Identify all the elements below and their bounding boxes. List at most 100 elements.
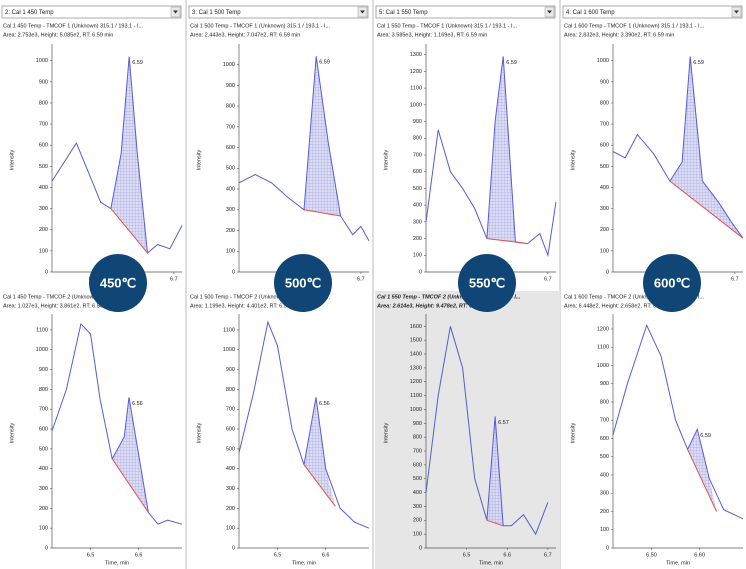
x-tick-label: 6.5 [274, 552, 282, 558]
peak-area [486, 56, 528, 244]
y-axis-label: Intensity [570, 150, 576, 171]
y-tick-label: 600 [413, 169, 422, 175]
x-axis-label: Time, min [666, 560, 690, 566]
y-tick-label: 200 [226, 506, 235, 512]
dropdown[interactable] [188, 5, 369, 19]
y-tick-label: 700 [600, 122, 609, 128]
intensity-line [612, 56, 744, 239]
y-tick-label: 900 [39, 79, 48, 85]
panel-title: Cal 1 450 Temp - TMCOF 1 (Unknown) 315.1… [3, 23, 144, 29]
intensity-line [238, 320, 370, 529]
y-tick-label: 1000 [410, 407, 422, 413]
y-tick-label: 800 [600, 100, 609, 106]
y-tick-label: 300 [413, 504, 422, 510]
y-tick-label: 1300 [410, 52, 422, 58]
panel-title: Cal 1 600 Temp - TMCOF 1 (Unknown) 315.1… [564, 23, 705, 29]
peak-area [687, 429, 717, 512]
dropdown-arrow [360, 10, 365, 14]
y-tick-label: 200 [226, 228, 235, 234]
temperature-label: 600℃ [654, 275, 690, 290]
baseline [303, 464, 336, 507]
y-tick-label: 1600 [410, 324, 422, 330]
y-tick-label: 600 [39, 143, 48, 149]
dropdown-label: 3: Cal 1 500 Temp [192, 10, 241, 16]
y-tick-label: 100 [413, 253, 422, 259]
peak-area [304, 397, 336, 507]
y-tick-label: 800 [226, 104, 235, 110]
y-tick-label: 400 [39, 466, 48, 472]
y-tick-label: 100 [226, 526, 235, 532]
panel-subtitle: Area: 1.027e3, Height: 3.861e2, RT: 6.56… [3, 303, 113, 309]
panel-title: Cal 1 550 Temp - TMCOF 2 (Unknown) 315.1… [377, 294, 521, 300]
y-tick-label: 300 [226, 207, 235, 213]
y-tick-label: 1100 [223, 327, 235, 333]
baseline [669, 180, 744, 239]
dropdown[interactable] [562, 5, 743, 19]
panel-title: Cal 1 550 Temp - TMCOF 1 (Unknown) 315.1… [377, 23, 518, 29]
dropdown-arrow [734, 10, 739, 14]
y-tick-label: 100 [413, 532, 422, 538]
x-tick-label: 6.7 [544, 552, 552, 558]
y-tick-label: 100 [600, 248, 609, 254]
y-tick-label: 1200 [597, 326, 609, 332]
y-tick-label: 1400 [410, 351, 422, 357]
y-tick-label: 0 [45, 545, 48, 551]
y-tick-label: 700 [39, 407, 48, 413]
x-tick-label: 6.50 [646, 552, 657, 558]
peak-label: 6.59 [693, 60, 704, 66]
y-tick-label: 0 [45, 269, 48, 275]
y-tick-label: 300 [226, 486, 235, 492]
y-tick-label: 1000 [223, 62, 235, 68]
intensity-line [425, 326, 549, 536]
y-tick-label: 200 [39, 227, 48, 233]
y-tick-label: 900 [600, 79, 609, 85]
y-tick-label: 700 [39, 122, 48, 128]
panel-subtitle: Area: 3.585e3, Height: 1.169e3, RT: 6.59… [377, 32, 487, 38]
y-tick-label: 300 [39, 206, 48, 212]
selected-panel [375, 291, 560, 569]
panel-subtitle: Area: 6.448e2, Height: 2.658e2, RT: 6.59… [564, 303, 674, 309]
dropdown[interactable] [375, 5, 556, 19]
y-tick-label: 0 [232, 269, 235, 275]
y-tick-label: 400 [226, 186, 235, 192]
panel-title: Cal 1 450 Temp - TMCOF 2 (Unknown) 315.1… [3, 294, 144, 300]
dropdown[interactable] [1, 5, 182, 19]
y-tick-label: 0 [419, 269, 422, 275]
y-tick-label: 400 [39, 185, 48, 191]
y-tick-label: 500 [226, 166, 235, 172]
x-axis-label: Time, min [105, 560, 129, 566]
y-tick-label: 1200 [410, 69, 422, 75]
baseline [486, 519, 504, 527]
y-tick-label: 500 [600, 454, 609, 460]
peak-label: 6.59 [506, 60, 517, 66]
panel-subtitle: Area: 2.614e3, Height: 9.478e2, RT: 6.57… [376, 303, 492, 309]
y-tick-label: 900 [39, 367, 48, 373]
y-tick-label: 100 [39, 526, 48, 532]
y-tick-label: 1500 [410, 338, 422, 344]
y-tick-label: 700 [226, 407, 235, 413]
y-axis-label: Intensity [196, 423, 202, 444]
y-tick-label: 200 [413, 518, 422, 524]
baseline [110, 208, 148, 254]
x-axis-label: Time, min [292, 560, 316, 566]
y-tick-label: 900 [226, 367, 235, 373]
peak-label: 6.59 [319, 60, 330, 66]
temperature-label: 500℃ [285, 275, 321, 290]
y-tick-label: 300 [600, 206, 609, 212]
y-tick-label: 800 [39, 387, 48, 393]
y-tick-label: 1100 [597, 345, 609, 351]
x-tick-label: 6.6 [503, 552, 511, 558]
y-tick-label: 600 [600, 436, 609, 442]
y-tick-label: 300 [39, 486, 48, 492]
temperature-badge [274, 254, 332, 312]
y-tick-label: 100 [39, 248, 48, 254]
x-tick-label: 6.5 [463, 552, 471, 558]
y-tick-label: 500 [39, 446, 48, 452]
x-tick-label: 6.7 [731, 276, 739, 282]
x-tick-label: 6.6 [322, 552, 330, 558]
intensity-line [51, 322, 183, 525]
intensity-line [612, 323, 744, 520]
x-tick-label: 6.7 [357, 276, 365, 282]
x-tick-label: 6.7 [170, 276, 178, 282]
